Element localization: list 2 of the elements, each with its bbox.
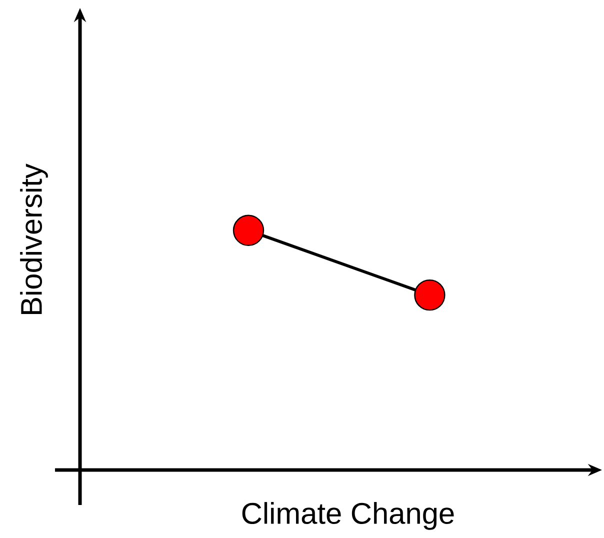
x-axis-title: Climate Change [242,502,454,530]
y-axis-title: Biodiversity [20,164,48,314]
